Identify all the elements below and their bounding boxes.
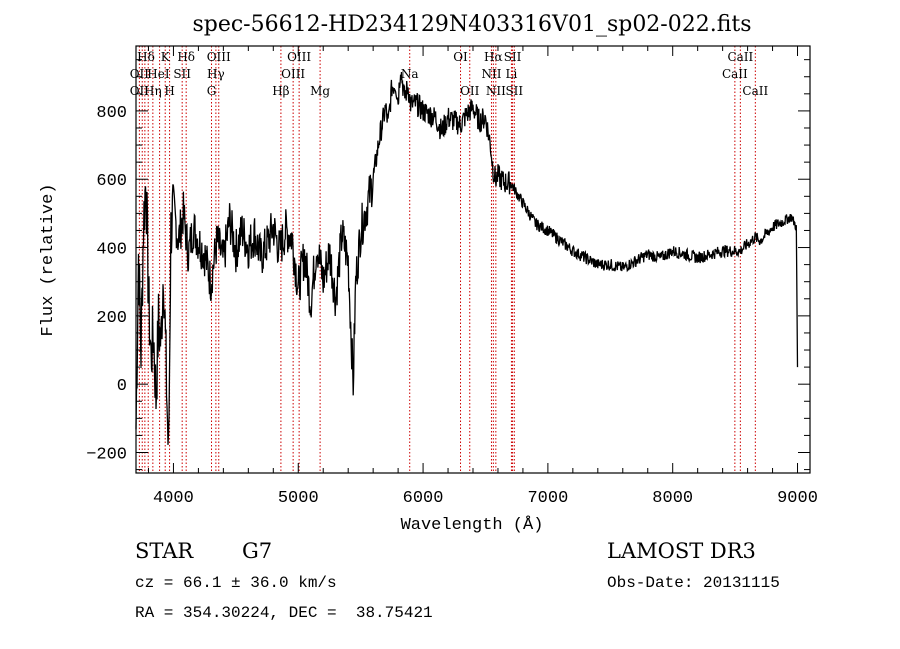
object-class: STAR bbox=[135, 539, 194, 563]
y-tick-label: −200 bbox=[86, 446, 127, 465]
y-tick-label: 0 bbox=[117, 377, 127, 396]
line-label: OII bbox=[130, 67, 150, 81]
line-label: Hδ bbox=[137, 50, 155, 64]
x-axis-label: Wavelength (Å) bbox=[401, 516, 544, 535]
line-label: Na bbox=[401, 67, 419, 81]
axis-ticks bbox=[136, 46, 810, 473]
line-label: SII bbox=[505, 84, 523, 98]
line-label: OIII bbox=[207, 50, 231, 64]
line-label: OII bbox=[130, 84, 150, 98]
line-label: Hη bbox=[144, 84, 162, 98]
line-label: SII bbox=[504, 50, 522, 64]
x-tick-label: 6000 bbox=[403, 489, 444, 508]
line-label: H bbox=[164, 84, 174, 98]
line-label: G bbox=[207, 84, 217, 98]
line-label: CaII bbox=[742, 84, 768, 98]
line-label: HeI bbox=[147, 67, 170, 81]
line-label: Hδ bbox=[177, 50, 195, 64]
spectrum-line bbox=[135, 71, 799, 445]
ra-dec: RA = 354.30224, DEC = 38.75421 bbox=[135, 604, 433, 622]
line-label: CaII bbox=[727, 50, 753, 64]
survey-name: LAMOST DR3 bbox=[607, 539, 756, 563]
x-tick-label: 9000 bbox=[777, 489, 818, 508]
line-label: Hβ bbox=[272, 84, 289, 98]
y-axis-label: Flux (relative) bbox=[39, 183, 58, 336]
chart-title: spec-56612-HD234129N403316V01_sp02-022.f… bbox=[192, 12, 751, 37]
line-label: SII bbox=[173, 67, 191, 81]
line-label: NII bbox=[481, 67, 501, 81]
x-tick-label: 5000 bbox=[278, 489, 319, 508]
x-tick-labels: 4000 5000 6000 7000 8000 9000 bbox=[153, 489, 818, 508]
y-tick-label: 600 bbox=[96, 172, 127, 191]
redshift-cz: cz = 66.1 ± 36.0 km/s bbox=[135, 574, 337, 592]
x-tick-label: 8000 bbox=[652, 489, 693, 508]
line-label: K bbox=[161, 50, 171, 64]
y-tick-label: 200 bbox=[96, 309, 127, 328]
x-tick-label: 7000 bbox=[527, 489, 568, 508]
line-label: Mg bbox=[310, 84, 330, 98]
obs-date: Obs-Date: 20131115 bbox=[607, 574, 780, 592]
y-tick-labels: −200 0 200 400 600 800 bbox=[86, 104, 127, 465]
line-label: CaII bbox=[722, 67, 748, 81]
line-label: OII bbox=[460, 84, 480, 98]
line-label: OIII bbox=[287, 50, 311, 64]
line-label: Li bbox=[506, 67, 518, 81]
line-label: Hα bbox=[484, 50, 503, 64]
line-label: Hγ bbox=[207, 67, 225, 81]
line-label: OI bbox=[453, 50, 468, 64]
y-tick-label: 400 bbox=[96, 241, 127, 260]
object-subclass: G7 bbox=[242, 539, 273, 563]
x-tick-label: 4000 bbox=[153, 489, 194, 508]
line-label: NII bbox=[486, 84, 506, 98]
y-tick-label: 800 bbox=[96, 104, 127, 123]
line-label: OIII bbox=[281, 67, 305, 81]
